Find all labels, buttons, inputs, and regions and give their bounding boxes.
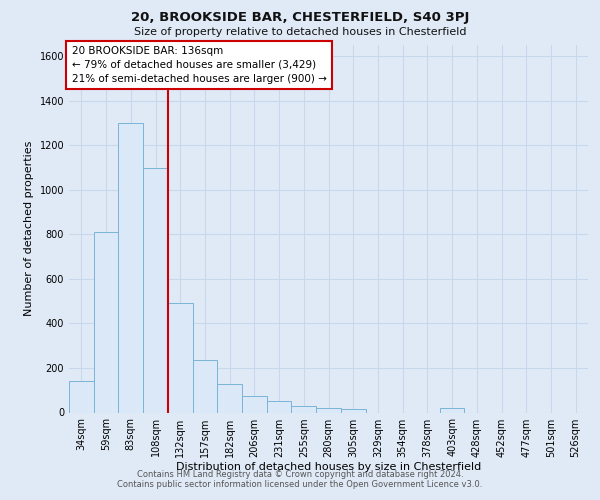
Bar: [143, 168, 168, 412]
Text: 20, BROOKSIDE BAR, CHESTERFIELD, S40 3PJ: 20, BROOKSIDE BAR, CHESTERFIELD, S40 3PJ: [131, 11, 469, 24]
Bar: [316, 408, 341, 412]
Bar: [94, 232, 118, 412]
Bar: [267, 402, 292, 412]
Bar: [341, 409, 365, 412]
Bar: [69, 382, 94, 412]
Bar: [440, 408, 464, 412]
Bar: [292, 406, 316, 412]
Text: Size of property relative to detached houses in Chesterfield: Size of property relative to detached ho…: [134, 27, 466, 37]
Y-axis label: Number of detached properties: Number of detached properties: [24, 141, 34, 316]
Bar: [193, 360, 217, 412]
Bar: [242, 396, 267, 412]
X-axis label: Distribution of detached houses by size in Chesterfield: Distribution of detached houses by size …: [176, 462, 481, 472]
Text: Contains HM Land Registry data © Crown copyright and database right 2024.
Contai: Contains HM Land Registry data © Crown c…: [118, 470, 482, 489]
Bar: [217, 384, 242, 412]
Text: 20 BROOKSIDE BAR: 136sqm
← 79% of detached houses are smaller (3,429)
21% of sem: 20 BROOKSIDE BAR: 136sqm ← 79% of detach…: [71, 46, 326, 84]
Bar: [118, 123, 143, 412]
Bar: [168, 304, 193, 412]
